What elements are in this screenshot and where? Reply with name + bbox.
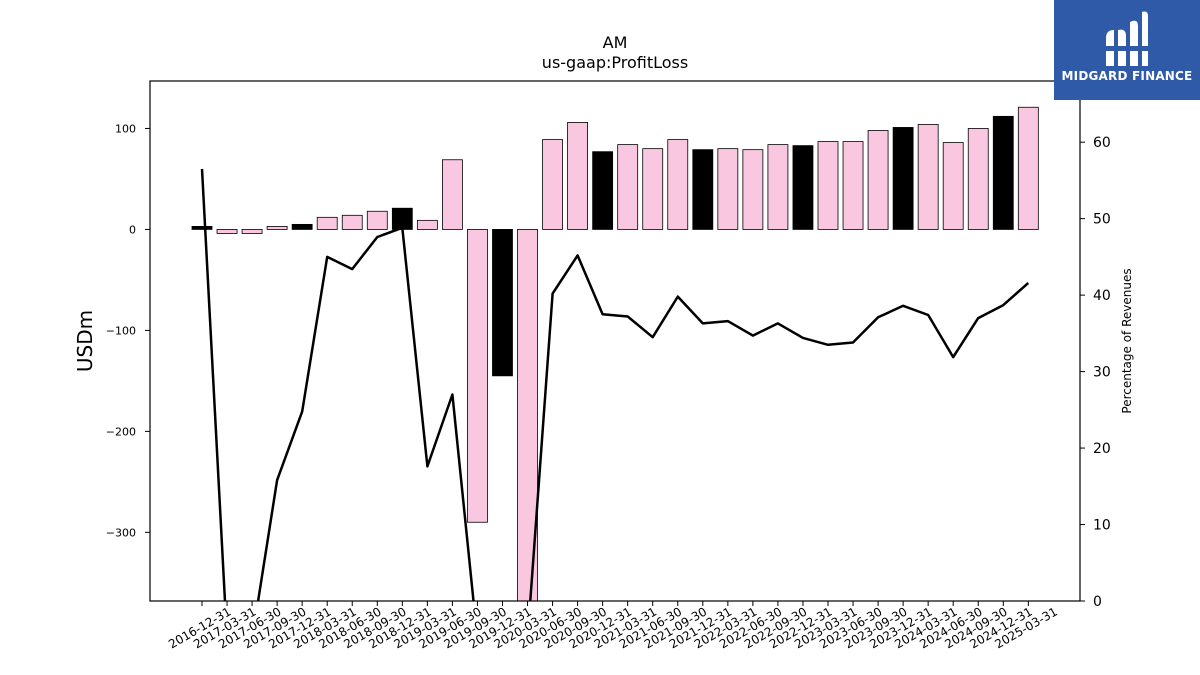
bar — [216, 229, 238, 234]
y-tick-label: 0 — [129, 223, 136, 236]
y-tick-label: −100 — [106, 324, 136, 337]
bar — [266, 225, 288, 230]
logo-text: MIDGARD FINANCE — [1061, 69, 1193, 83]
bar — [742, 149, 764, 230]
bar — [592, 151, 614, 230]
bar — [191, 225, 213, 230]
bar — [492, 229, 513, 377]
y-tick-label: −200 — [106, 425, 136, 438]
bar — [366, 210, 388, 230]
bar — [542, 139, 563, 230]
y2-tick-label: 0 — [1093, 594, 1102, 610]
y2-tick-label: 10 — [1093, 518, 1111, 534]
bar — [667, 139, 689, 230]
bar — [867, 130, 889, 230]
y-tick-label: 100 — [115, 122, 136, 135]
bar — [416, 219, 438, 230]
bar — [316, 216, 338, 230]
bar — [792, 145, 814, 230]
y2-axis-label: Percentage of Revenues — [1120, 268, 1134, 413]
bar — [717, 148, 739, 230]
y2-tick-label: 50 — [1093, 212, 1111, 228]
bar — [241, 229, 263, 234]
y2-tick-label: 60 — [1093, 135, 1111, 151]
logo-icon — [1104, 11, 1150, 67]
bar — [291, 223, 313, 230]
y-axis-label: USDm — [73, 310, 97, 372]
percentage-line — [200, 168, 1030, 601]
bar — [467, 229, 488, 523]
y-tick-label: −300 — [106, 526, 136, 539]
chart-subtitle: us-gaap:ProfitLoss — [542, 53, 688, 72]
bar — [642, 148, 664, 230]
bar — [692, 149, 714, 230]
brand-logo: MIDGARD FINANCE — [1054, 0, 1200, 100]
plot-frame — [149, 80, 1081, 602]
y2-tick-label: 30 — [1093, 365, 1111, 381]
bar — [917, 124, 939, 230]
bar — [767, 144, 789, 230]
bar — [842, 141, 864, 230]
bar — [617, 144, 639, 230]
bar — [391, 207, 413, 230]
bar — [817, 141, 839, 230]
bar — [967, 128, 989, 230]
bar — [1017, 106, 1039, 230]
line-group — [200, 168, 1030, 601]
bar — [341, 214, 363, 230]
bar — [441, 159, 463, 230]
bar — [892, 127, 914, 230]
y2-tick-label: 40 — [1093, 288, 1111, 304]
y2-tick-label: 20 — [1093, 441, 1111, 457]
bars-group — [191, 106, 1039, 602]
bar — [942, 142, 964, 230]
bar — [992, 115, 1014, 230]
bar — [567, 121, 588, 230]
chart-title: AM — [603, 33, 628, 52]
